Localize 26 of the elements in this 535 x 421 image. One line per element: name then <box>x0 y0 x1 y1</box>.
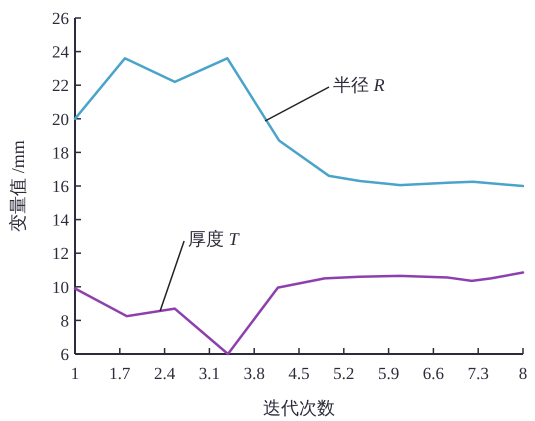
y-tick-label: 24 <box>52 42 70 62</box>
y-tick-label: 18 <box>52 143 69 162</box>
y-tick-label: 10 <box>52 278 69 297</box>
y-tick-label: 6 <box>60 345 69 364</box>
y-tick-label: 12 <box>52 244 69 264</box>
y-axis-title: 变量值 /mm <box>8 140 28 232</box>
x-tick-label: 3.1 <box>198 364 220 383</box>
y-tick-label: 16 <box>52 177 69 196</box>
y-tick-label: 22 <box>52 76 69 96</box>
x-tick-label: 7.3 <box>468 364 489 383</box>
x-tick-label: 8 <box>518 364 528 383</box>
y-tick-label: 14 <box>52 210 70 230</box>
y-tick-label: 8 <box>60 311 69 330</box>
x-tick-label: 3.8 <box>244 364 265 383</box>
x-axis-title: 迭代次数 <box>263 398 335 418</box>
x-tick-label: 1.7 <box>109 364 131 383</box>
x-tick-label: 1 <box>70 364 80 383</box>
y-tick-label: 20 <box>52 110 69 129</box>
x-tick-label: 6.6 <box>422 364 444 383</box>
y-tick-label: 26 <box>52 9 69 28</box>
annotation: 厚度 T <box>188 228 241 249</box>
x-tick-label: 5.9 <box>378 364 400 383</box>
x-tick-label: 5.2 <box>333 364 354 383</box>
x-tick-label: 4.5 <box>288 364 310 383</box>
x-tick-label: 2.4 <box>154 364 176 383</box>
annotation: 半径 R <box>333 74 385 95</box>
